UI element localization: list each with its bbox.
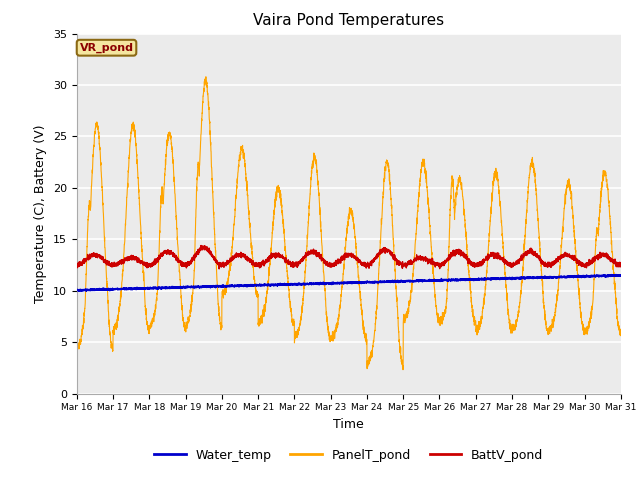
Legend: Water_temp, PanelT_pond, BattV_pond: Water_temp, PanelT_pond, BattV_pond bbox=[149, 444, 548, 467]
Y-axis label: Temperature (C), Battery (V): Temperature (C), Battery (V) bbox=[35, 124, 47, 303]
Title: Vaira Pond Temperatures: Vaira Pond Temperatures bbox=[253, 13, 444, 28]
Text: VR_pond: VR_pond bbox=[79, 43, 134, 53]
X-axis label: Time: Time bbox=[333, 418, 364, 431]
